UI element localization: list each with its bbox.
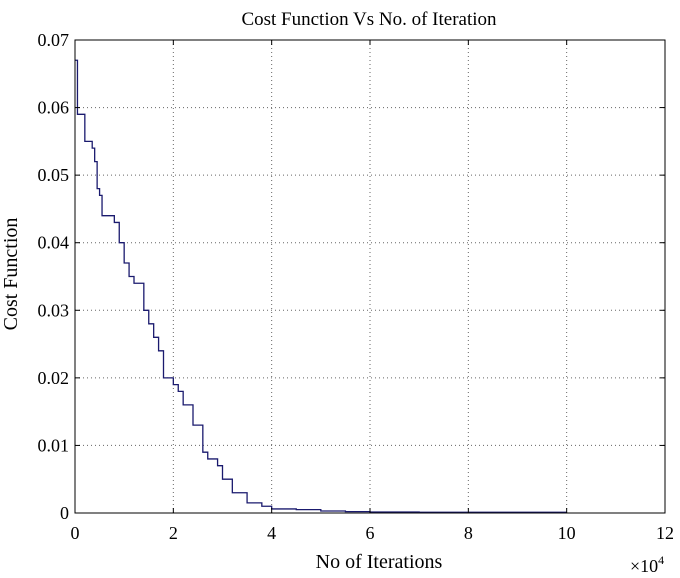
ticks: 0 2 4 6 8 10 12 0 0.01 0.02 0.03 0.04 0.05 0.06 0.07 [38,30,675,543]
series-layer [75,59,567,513]
y-tick-label: 0 [60,503,69,523]
y-tick-label: 0.02 [38,368,70,388]
y-tick-label: 0.03 [38,300,70,320]
y-tick-label: 0.04 [38,233,70,253]
y-tick-label: 0.05 [38,165,70,185]
x-tick-label: 0 [71,523,80,543]
x-tick-label: 6 [366,523,375,543]
y-tick-label: 0.06 [38,98,70,118]
grid [75,40,665,513]
y-tick-label: 0.01 [38,435,70,455]
x-axis-multiplier-exponent: 4 [658,553,664,567]
cost-function-line [75,59,567,513]
x-axis-multiplier-base: ×10 [630,556,658,576]
chart-title: Cost Function Vs No. of Iteration [241,9,497,30]
x-tick-label: 10 [558,523,576,543]
y-axis-label: Cost Function [0,218,22,331]
x-tick-label: 12 [656,523,674,543]
x-tick-label: 4 [267,523,276,543]
x-axis-label: No of Iterations [316,551,443,573]
x-axis-multiplier: ×104 [630,553,664,576]
x-tick-label: 8 [464,523,473,543]
x-tick-label: 2 [169,523,178,543]
y-tick-label: 0.07 [38,30,70,50]
